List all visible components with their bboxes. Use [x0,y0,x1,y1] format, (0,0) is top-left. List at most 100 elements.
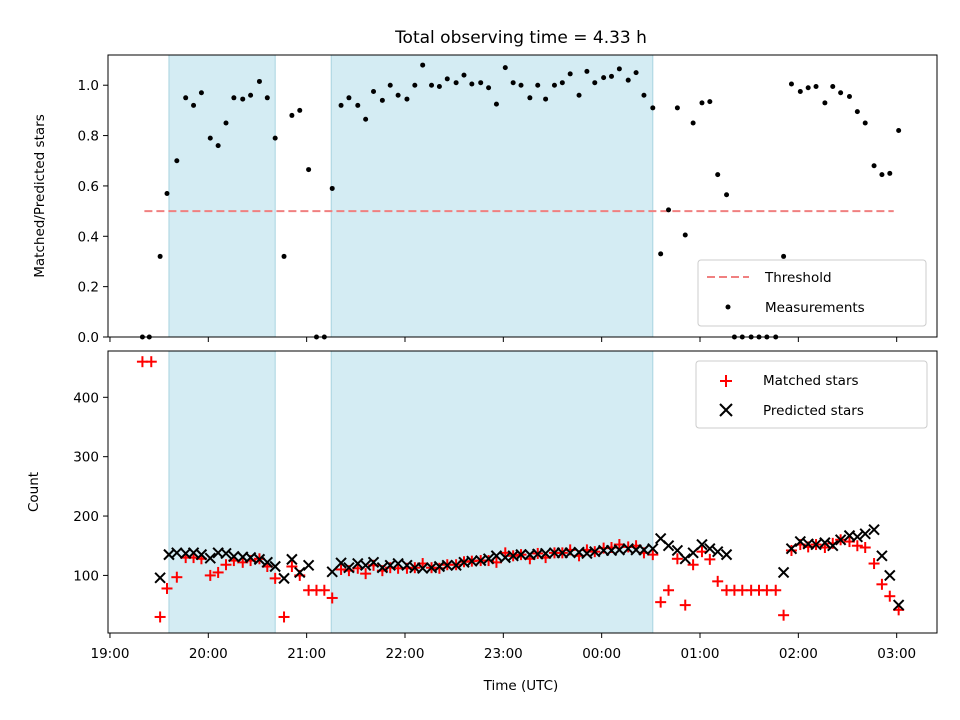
measurement-point [838,90,844,96]
x-tick-label: 00:00 [582,646,621,662]
measurement-point [715,172,721,178]
measurement-point [256,78,262,84]
measurement-point [592,80,598,86]
matched-star-point [679,599,691,611]
matched-star-point [318,584,330,596]
measurement-point [813,83,819,89]
predicted-star-point [810,538,822,551]
matched-star-point [671,553,683,565]
matched-star-point [286,561,298,573]
measurement-point [306,167,312,173]
matched-star-point [326,592,338,604]
measurement-point [363,116,369,122]
predicted-star-point [859,528,871,540]
matched-star-point [360,568,372,580]
measurement-point [666,207,672,213]
measurement-point [486,85,492,91]
predicted-star-point [884,569,896,582]
counts-y-axis-label: Count [26,472,42,512]
measurement-point [412,82,418,88]
measurement-point [584,68,590,74]
measurement-point [527,95,533,101]
matched-star-point [220,559,232,571]
measurement-point [871,163,877,169]
predicted-star-point [794,535,807,548]
predicted-star-point [851,531,864,543]
measurement-point [240,96,246,102]
predicted-star-point [539,547,552,560]
legend-measurements-label: Measurements [765,300,865,316]
predicted-star-point [261,556,274,569]
measurement-point [854,109,860,115]
measurement-point [379,97,385,103]
matched-star-point [859,542,871,554]
predicted-star-point [171,547,183,559]
measurement-point [453,80,459,86]
measurement-point [404,96,410,102]
y-tick-label: 0.4 [78,229,99,245]
predicted-star-point [696,538,708,551]
predicted-star-point [220,547,232,560]
x-axis-label: Time (UTC) [483,678,559,694]
matched-star-point [687,559,699,571]
legend-matched-swatch [720,375,732,387]
predicted-star-point [785,542,798,555]
matched-star-point [335,563,347,575]
x-tick-label: 21:00 [287,646,326,662]
measurement-point [493,101,499,107]
predicted-star-point [154,572,166,584]
matched-star-point [778,609,790,621]
matched-star-point [704,553,716,565]
measurement-point [576,92,582,98]
observing-window-2 [330,350,654,634]
measurement-point [502,65,508,71]
matched-star-point [655,596,667,608]
measurement-point [478,80,484,86]
observing-window-1 [168,54,276,338]
predicted-star-point [834,534,847,546]
x-tick-label: 01:00 [681,646,720,662]
observing-window-2 [330,54,654,338]
predicted-star-point [564,547,576,559]
matched-star-point [171,571,183,583]
legend-predicted-label: Predicted stars [763,403,864,419]
predicted-star-point [416,562,429,574]
predicted-star-point [711,545,724,558]
measurement-point [387,82,393,88]
measurement-point [797,89,803,95]
measurement-point [198,90,204,96]
measurement-point [724,192,730,198]
matched-star-point [145,356,157,368]
counts-axes-frame [107,350,938,634]
measurement-point [191,102,197,108]
measurement-point [429,82,435,88]
observing-window-1 [168,350,276,634]
measurement-point [183,95,189,101]
measurement-point [559,80,565,86]
predicted-star-point [359,559,372,572]
predicted-star-point [195,548,208,561]
y-tick-label: 0.8 [78,129,99,145]
measurement-point [469,81,475,87]
predicted-star-point [647,542,659,555]
y-tick-label: 200 [73,509,99,525]
legend-threshold-label: Threshold [764,270,832,286]
measurement-point [510,80,516,86]
predicted-star-point [613,544,626,556]
measurement-point [395,92,401,98]
predicted-star-point [819,537,831,549]
measurement-point [846,94,852,100]
y-tick-label: 300 [73,450,99,466]
predicted-star-point [326,566,338,578]
predicted-star-point [343,561,355,574]
predicted-star-point [278,572,290,585]
measurement-point [682,232,688,238]
predicted-star-point [335,557,347,569]
y-tick-label: 0.2 [78,280,99,296]
matched-star-point [663,584,675,596]
measurement-point [543,96,549,102]
predicted-star-point [269,560,281,573]
chart-title: Total observing time = 4.33 h [394,28,647,48]
measurement-point [215,143,221,149]
